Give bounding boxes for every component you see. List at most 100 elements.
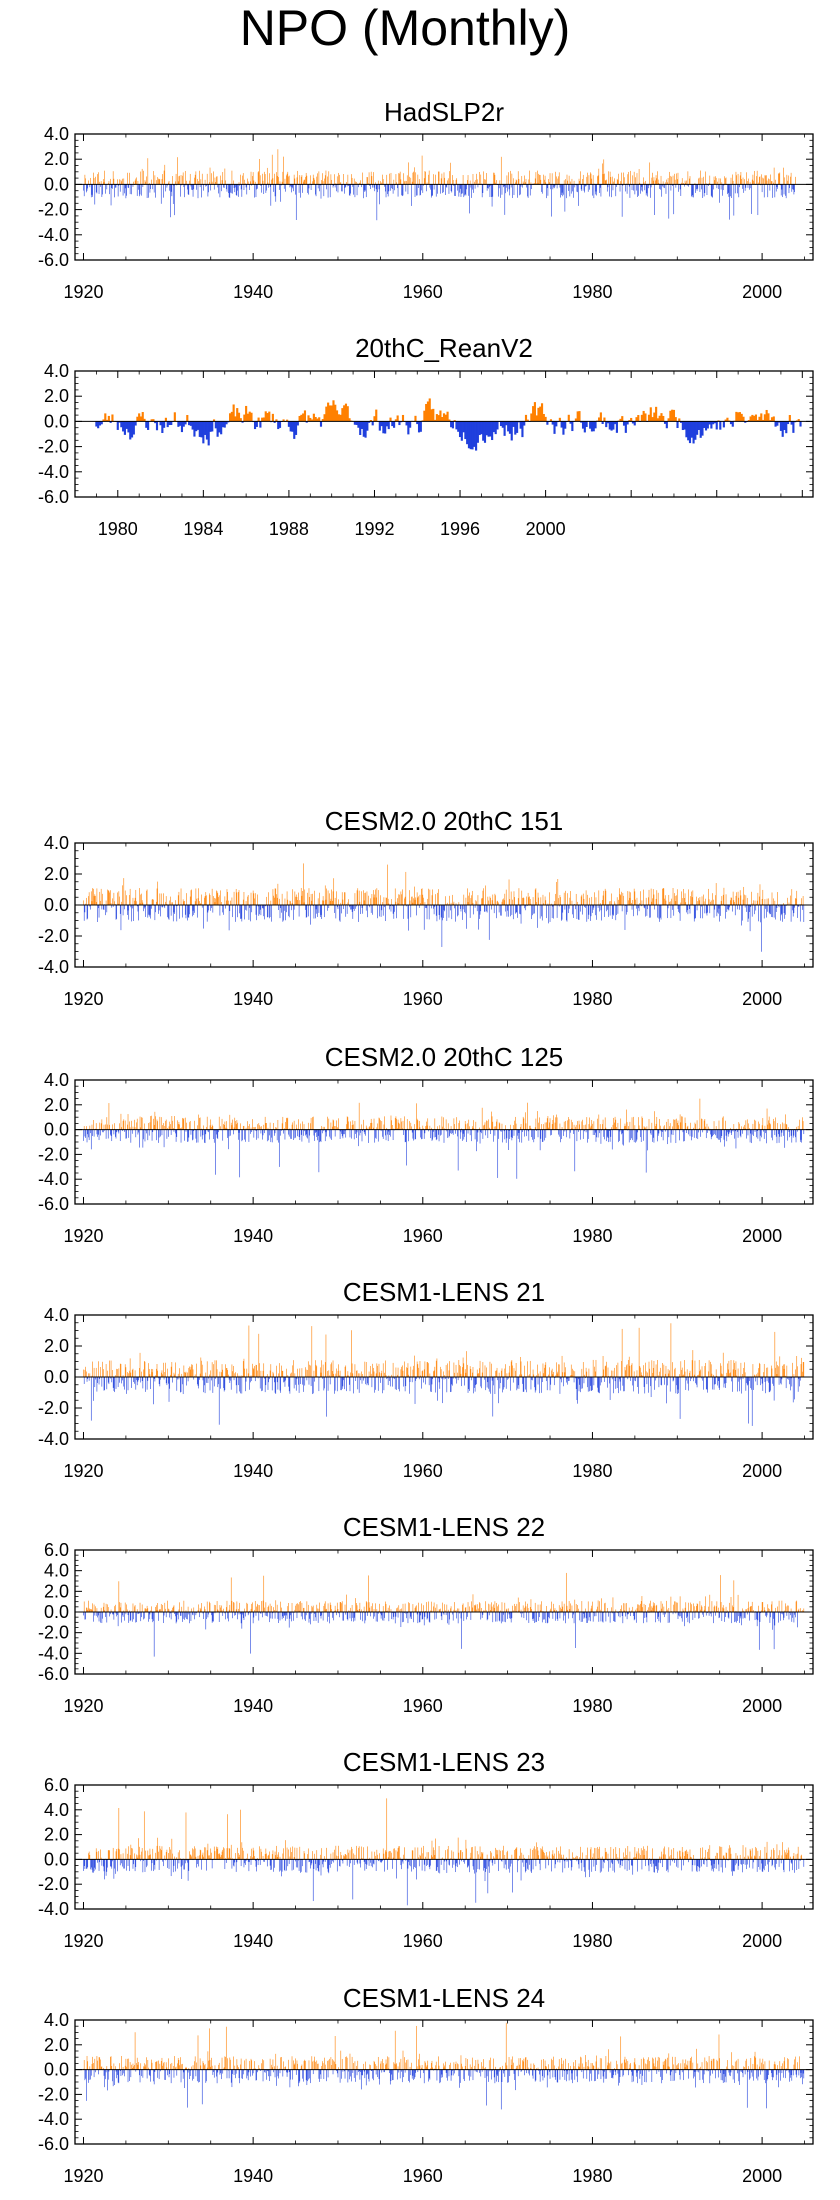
data-bar [674, 179, 676, 185]
data-bar [154, 175, 156, 185]
data-bar [517, 1129, 519, 1139]
data-bar [672, 887, 674, 905]
data-bar [141, 1117, 143, 1130]
data-bar [414, 1124, 415, 1130]
data-bar [291, 905, 292, 911]
data-bar [540, 179, 542, 185]
data-bar [515, 1123, 517, 1130]
data-bar [633, 184, 634, 191]
data-bar [467, 888, 468, 905]
data-bar [211, 173, 212, 185]
data-bar [751, 184, 752, 214]
data-bar [257, 417, 260, 422]
data-bar [783, 1129, 784, 1136]
data-bar [276, 172, 277, 185]
data-bar [254, 1366, 255, 1377]
data-bar [426, 905, 427, 909]
data-bar [542, 1129, 544, 1142]
data-bar [426, 184, 427, 192]
data-bar [311, 1326, 313, 1377]
data-bar [705, 171, 706, 185]
data-bar [578, 178, 580, 185]
data-bar [672, 905, 673, 910]
data-bar [714, 905, 716, 910]
data-bar [162, 1125, 163, 1130]
data-bar [591, 178, 593, 185]
data-bar [480, 174, 482, 185]
data-bar [731, 184, 733, 199]
data-bar [558, 905, 560, 907]
data-bar [405, 1129, 407, 1142]
data-bar [706, 1377, 708, 1390]
data-bar [286, 1117, 287, 1130]
data-bar [129, 172, 130, 185]
data-bar [298, 905, 300, 917]
data-bar [725, 1377, 726, 1388]
data-bar [789, 1129, 790, 1138]
data-bar [332, 1126, 333, 1130]
data-bar [530, 413, 533, 422]
data-bar [485, 421, 488, 436]
data-bar [509, 1129, 511, 1139]
data-bar [366, 177, 368, 185]
data-bar [193, 421, 196, 437]
data-bar [623, 177, 625, 185]
data-bar [530, 1377, 532, 1390]
data-bar [334, 184, 336, 188]
data-bar [589, 184, 590, 190]
data-bar [102, 893, 103, 905]
data-bar [387, 1129, 388, 1135]
data-bar [674, 893, 675, 905]
data-bar [233, 891, 235, 905]
data-bar [650, 184, 651, 198]
data-bar [206, 905, 208, 922]
data-bar [537, 1364, 538, 1377]
data-bar [230, 184, 231, 193]
data-bar [316, 1366, 318, 1377]
data-bar [686, 1369, 688, 1377]
data-bar [621, 172, 622, 185]
data-bar [775, 1361, 777, 1377]
data-bar [123, 178, 125, 185]
data-bar [170, 1374, 171, 1377]
data-bar [93, 1612, 94, 1622]
data-bar [592, 175, 594, 185]
data-bar [645, 1127, 646, 1130]
data-bar [693, 1127, 694, 1130]
data-bar [312, 1116, 314, 1130]
data-bar [592, 1377, 593, 1391]
data-bar [281, 1370, 283, 1377]
data-bar [102, 1369, 104, 1377]
data-bar [645, 1129, 647, 1173]
data-bar [716, 1375, 718, 1377]
data-bar [182, 1117, 183, 1130]
data-bar [686, 180, 687, 185]
data-bar [656, 178, 658, 185]
data-bar [795, 176, 796, 185]
data-bar [453, 420, 456, 422]
data-bar [550, 184, 552, 190]
data-bar [679, 184, 681, 190]
data-bar [411, 181, 413, 185]
data-bar [389, 1377, 391, 1387]
data-bar [554, 184, 556, 187]
data-bar [267, 1377, 269, 1390]
data-bar [321, 1360, 323, 1377]
data-bar [224, 168, 226, 185]
data-bar [710, 900, 712, 905]
data-bar [442, 905, 443, 921]
data-bar [795, 898, 796, 905]
data-bar [148, 905, 149, 915]
data-bar [743, 184, 745, 193]
data-bar [680, 1122, 682, 1130]
data-bar [322, 1364, 324, 1377]
data-bar [748, 905, 749, 919]
data-bar [508, 905, 509, 917]
data-bar [400, 891, 402, 905]
data-bar [619, 888, 620, 905]
y-tick-label: -2.0 [38, 1398, 69, 1418]
data-bar [274, 1129, 276, 1134]
chart-panel: CESM1-LENS 226.04.02.00.0-2.0-4.0-6.0192… [38, 1512, 814, 1716]
data-bar [543, 903, 544, 905]
data-bar [683, 421, 686, 430]
